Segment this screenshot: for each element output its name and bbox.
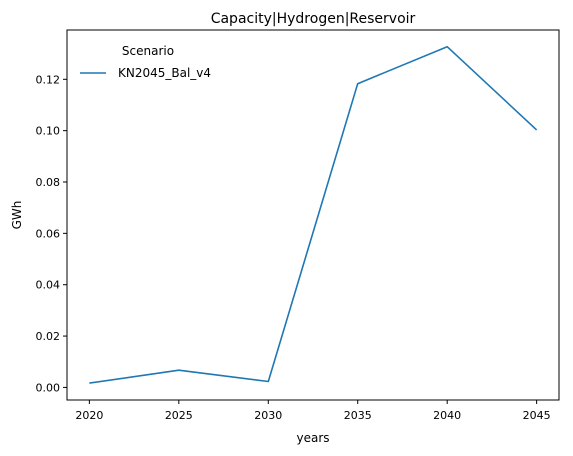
plot-frame [66, 29, 560, 401]
x-tick-label: 2030 [254, 409, 282, 422]
x-axis-label: years [296, 431, 329, 445]
x-tick-label: 2025 [165, 409, 193, 422]
y-tick-label: 0.00 [36, 381, 61, 394]
x-axis: 2020 2025 2030 2035 2040 2045 [75, 400, 551, 422]
y-tick-label: 0.12 [36, 73, 61, 86]
x-tick-label: 2045 [523, 409, 551, 422]
y-axis: 0.00 0.02 0.04 0.06 0.08 0.10 0.12 [36, 73, 67, 394]
plot-area: 2020 2025 2030 2035 2040 2045 0.000.020.040.0… [36, 29, 560, 422]
y-tick-label: 0.10 [36, 125, 61, 138]
y-tick-label: 0.02 [36, 330, 61, 343]
y-axis-label: GWh [10, 201, 24, 230]
x-tick-label: 2040 [433, 409, 461, 422]
legend-label-kn2045-bal-v4: KN2045_Bal_v4 [118, 66, 211, 80]
y-tick-label: 0.08 [36, 176, 61, 189]
legend-title: Scenario [122, 44, 174, 58]
series-layer [89, 45, 538, 384]
x-tick-label: 2020 [75, 409, 103, 422]
y-tick-label: 0.06 [36, 227, 61, 240]
series-line-kn2045-bal-v4 [89, 45, 538, 384]
x-tick-label: 2035 [344, 409, 372, 422]
y-tick-label: 0.04 [36, 279, 61, 292]
legend: Scenario KN2045_Bal_v4 [80, 44, 211, 80]
chart-title: Capacity|Hydrogen|Reservoir [211, 11, 416, 27]
